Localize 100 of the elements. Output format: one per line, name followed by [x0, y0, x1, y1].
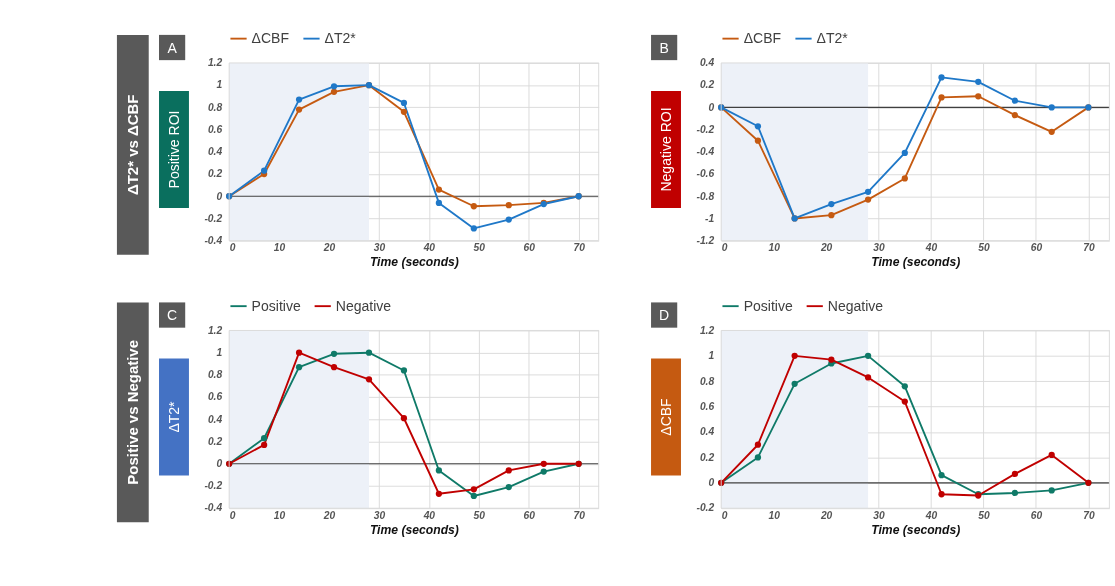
y-tick-label: 0 — [708, 101, 715, 113]
point — [864, 374, 872, 381]
y-tick-label: -0.2 — [696, 123, 715, 135]
x-tick-label: 50 — [978, 509, 990, 521]
point — [754, 441, 762, 448]
x-tick-label: 70 — [1083, 509, 1095, 521]
point — [505, 467, 512, 474]
point — [435, 186, 443, 193]
y-tick-label: 0.2 — [699, 79, 715, 91]
x-tick-label: 70 — [1083, 242, 1095, 254]
x-tick-label: 50 — [473, 509, 486, 521]
x-tick-label: 40 — [924, 509, 938, 521]
point — [828, 212, 835, 219]
point — [365, 349, 373, 356]
x-tick-label: 20 — [819, 242, 833, 254]
y-tick-label: 0.8 — [699, 375, 715, 387]
y-tick-label: 1 — [216, 79, 223, 91]
legend-label: Negative — [335, 297, 392, 314]
y-tick-label: 0.8 — [207, 369, 223, 381]
y-tick-label: 0.2 — [699, 451, 715, 463]
y-tick-label: 0.4 — [699, 426, 715, 438]
y-axis-title: ΔCBF — [657, 398, 674, 436]
y-tick-label: 0 — [216, 190, 223, 202]
legend-label: ΔCBF — [743, 30, 782, 47]
point — [938, 94, 945, 101]
y-tick-label: 1.2 — [207, 57, 223, 69]
point — [295, 364, 303, 371]
y-tick-label: 0.4 — [699, 57, 715, 69]
point — [828, 356, 835, 363]
point — [435, 490, 443, 497]
point — [975, 78, 982, 85]
y-axis-title: Positive ROI — [165, 110, 182, 189]
point — [505, 202, 512, 209]
legend-label: Negative — [827, 297, 884, 314]
point — [260, 167, 268, 174]
point — [864, 196, 872, 203]
x-tick-label: 20 — [322, 509, 336, 521]
x-tick-label: 50 — [978, 242, 990, 254]
point — [400, 367, 408, 374]
y-tick-label: -0.8 — [696, 190, 715, 202]
y-tick-label: -0.4 — [204, 234, 223, 246]
point — [901, 175, 908, 182]
point — [400, 99, 408, 107]
point — [260, 435, 268, 442]
point — [754, 454, 762, 461]
y-tick-label: -0.2 — [204, 212, 223, 224]
chart-title: C — [167, 307, 178, 324]
point — [435, 199, 443, 207]
point — [1048, 451, 1055, 459]
point — [330, 350, 338, 357]
chart-title: B — [659, 39, 669, 56]
x-tick-label: 60 — [523, 509, 536, 521]
x-axis-title: Time (seconds) — [369, 255, 459, 270]
y-tick-label: -0.4 — [696, 146, 715, 158]
point — [505, 483, 512, 491]
y-tick-label: -1.2 — [696, 234, 715, 246]
point — [400, 108, 408, 115]
x-tick-label: 60 — [523, 242, 536, 254]
x-tick-label: 10 — [768, 242, 781, 254]
point — [1011, 112, 1019, 119]
legend-label: Positive — [251, 297, 301, 314]
y-tick-label: -0.4 — [204, 502, 223, 514]
x-axis-title: Time (seconds) — [369, 522, 459, 537]
y-tick-label: -0.2 — [696, 502, 715, 514]
point — [901, 398, 908, 405]
x-tick-label: 40 — [422, 242, 436, 254]
point — [938, 74, 945, 81]
point — [864, 352, 872, 359]
text: Positive vs Negative — [123, 340, 141, 485]
point — [1048, 104, 1055, 111]
y-tick-label: 0 — [216, 458, 223, 470]
x-tick-label: 70 — [573, 242, 586, 254]
x-tick-label: 30 — [873, 509, 886, 521]
x-tick-label: 20 — [322, 242, 336, 254]
point — [540, 460, 547, 467]
x-tick-label: 10 — [273, 242, 286, 254]
legend-label: Positive — [743, 297, 793, 314]
point — [400, 415, 408, 422]
x-tick-label: 30 — [873, 242, 886, 254]
point — [938, 472, 945, 479]
x-tick-label: 0 — [721, 242, 728, 254]
point — [470, 225, 477, 232]
point — [330, 83, 338, 90]
point — [330, 364, 338, 371]
x-tick-label: 60 — [1030, 509, 1043, 521]
x-tick-label: 10 — [768, 509, 781, 521]
point — [901, 149, 908, 157]
point — [295, 96, 303, 103]
y-axis-title: ΔT2* — [165, 400, 182, 433]
x-tick-label: 60 — [1030, 242, 1043, 254]
x-tick-label: 40 — [422, 509, 436, 521]
point — [505, 216, 512, 223]
y-tick-label: 0.4 — [207, 413, 223, 425]
y-tick-label: 0.2 — [207, 168, 223, 180]
y-tick-label: 0.6 — [207, 391, 223, 403]
point — [975, 93, 982, 100]
y-tick-label: 0.6 — [207, 123, 223, 135]
x-axis-title: Time (seconds) — [871, 255, 961, 270]
point — [470, 492, 477, 500]
point — [791, 352, 798, 359]
